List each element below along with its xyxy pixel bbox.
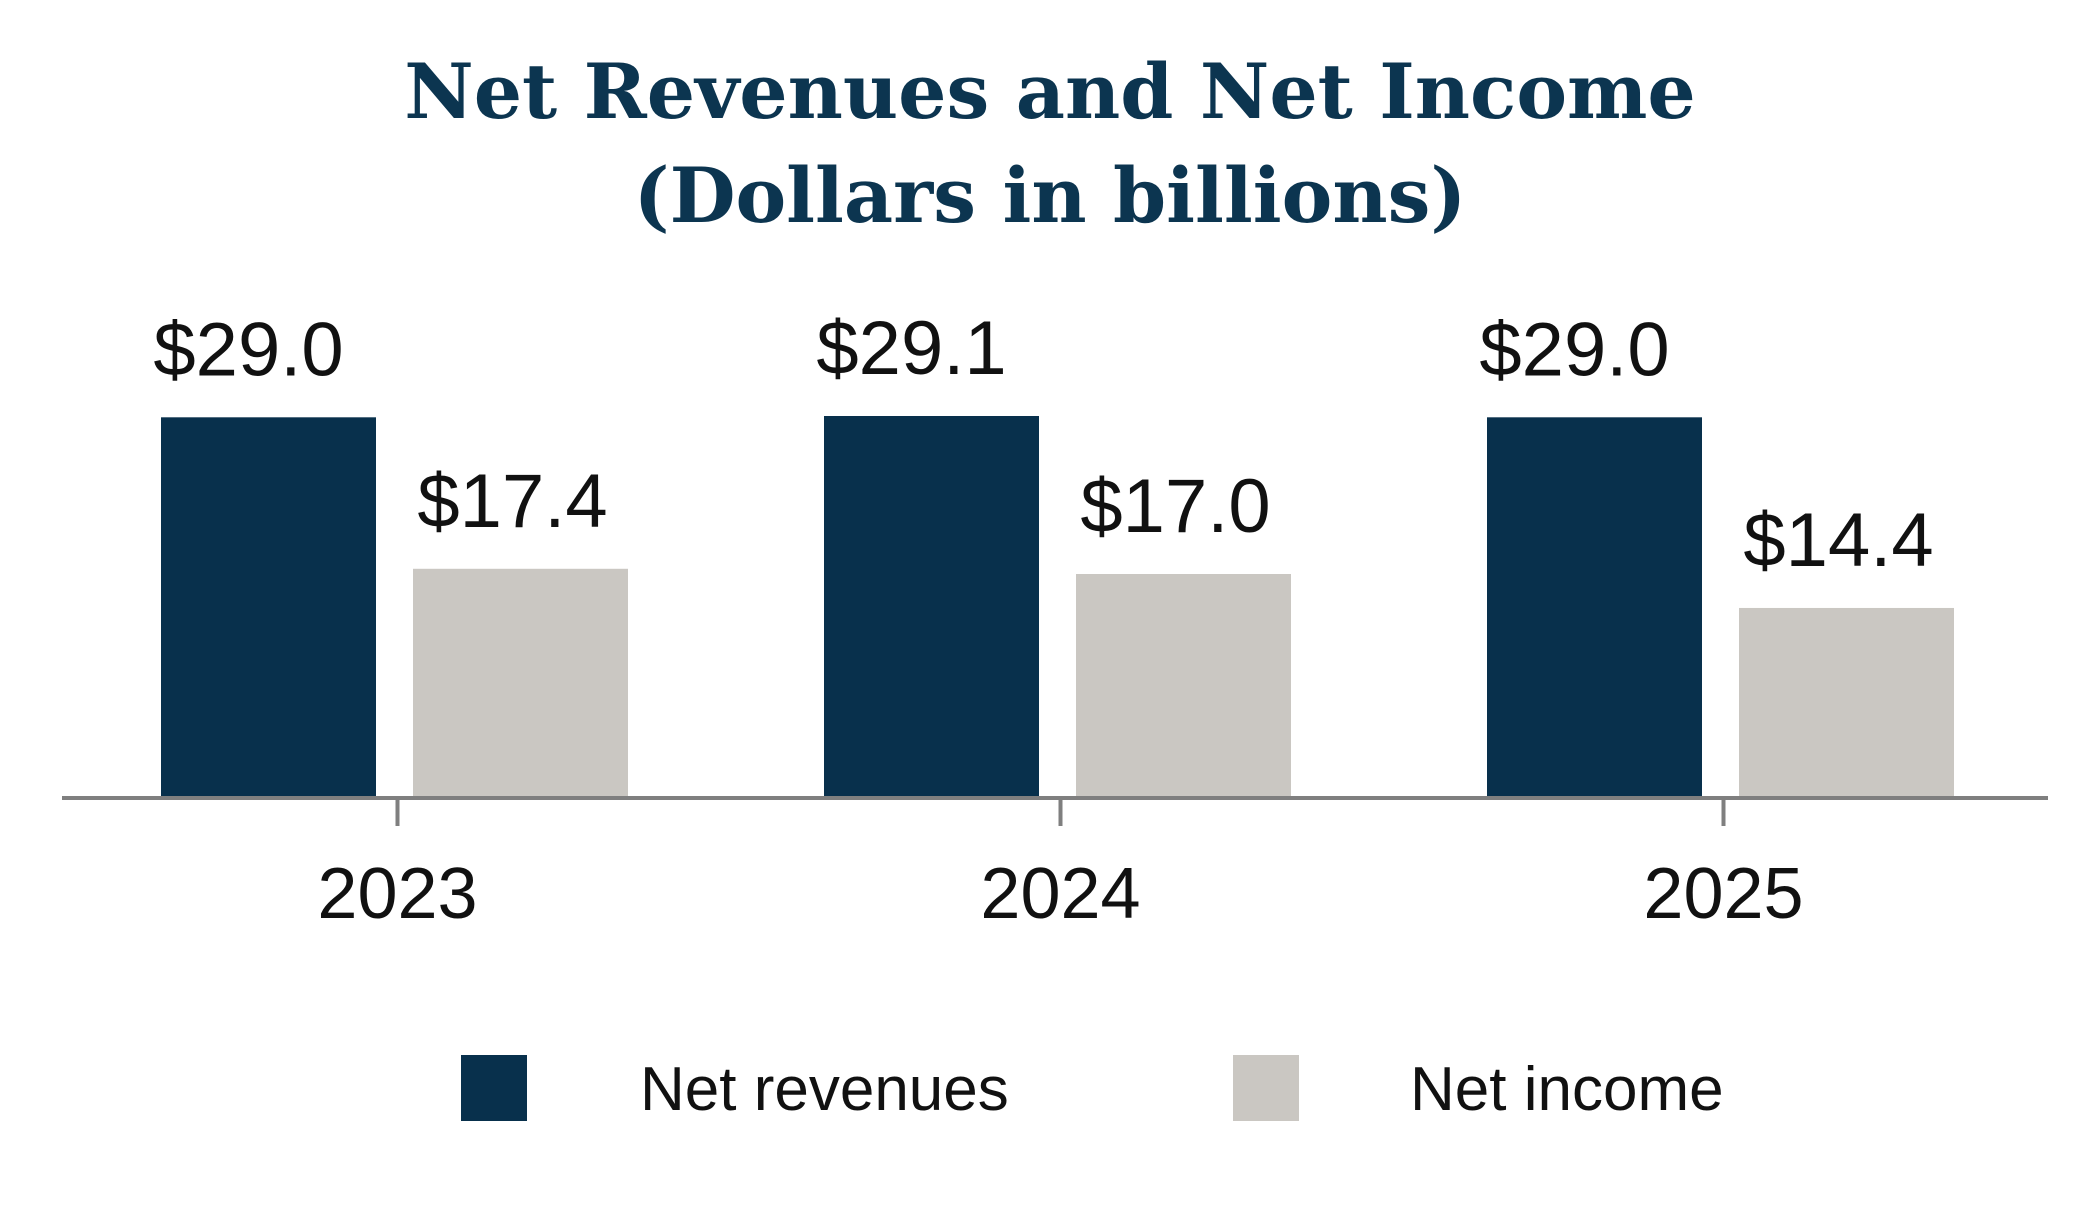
- data-label-net-income-2024: $17.0: [1080, 464, 1270, 549]
- chart-title: Net Revenues and Net Income: [404, 47, 1696, 136]
- x-tick-label-2023: 2023: [317, 854, 477, 934]
- data-label-net-revenues-2023: $29.0: [153, 307, 343, 392]
- data-label-net-income-2025: $14.4: [1743, 498, 1933, 583]
- bar-net-income-2024: [1076, 574, 1291, 796]
- chart-subtitle: (Dollars in billions): [634, 151, 1467, 240]
- legend-item-net-income: Net income: [1233, 1055, 1724, 1124]
- legend-item-net-revenues: Net revenues: [461, 1055, 1009, 1124]
- x-tick-label-2025: 2025: [1643, 854, 1803, 934]
- bar-net-revenues-2025: [1487, 417, 1702, 796]
- legend-label-net-income: Net income: [1410, 1055, 1724, 1124]
- value-labels-layer: $29.0 $17.4 $29.1 $17.0 $29.0 $14.4: [153, 306, 1933, 583]
- legend-label-net-revenues: Net revenues: [640, 1055, 1009, 1124]
- data-label-net-revenues-2025: $29.0: [1479, 307, 1669, 392]
- bars-layer: [161, 416, 1954, 796]
- bar-net-income-2025: [1739, 607, 1954, 796]
- data-label-net-income-2023: $17.4: [417, 459, 607, 544]
- x-axis: 2023 2024 2025: [62, 796, 2048, 934]
- legend-swatch-net-revenues: [461, 1055, 527, 1121]
- bar-net-revenues-2024: [824, 416, 1039, 796]
- legend: Net revenues Net income: [461, 1055, 1724, 1124]
- bar-net-income-2023: [413, 568, 628, 796]
- data-label-net-revenues-2024: $29.1: [816, 306, 1006, 391]
- x-tick-label-2024: 2024: [980, 854, 1140, 934]
- legend-swatch-net-income: [1233, 1055, 1299, 1121]
- bar-net-revenues-2023: [161, 417, 376, 796]
